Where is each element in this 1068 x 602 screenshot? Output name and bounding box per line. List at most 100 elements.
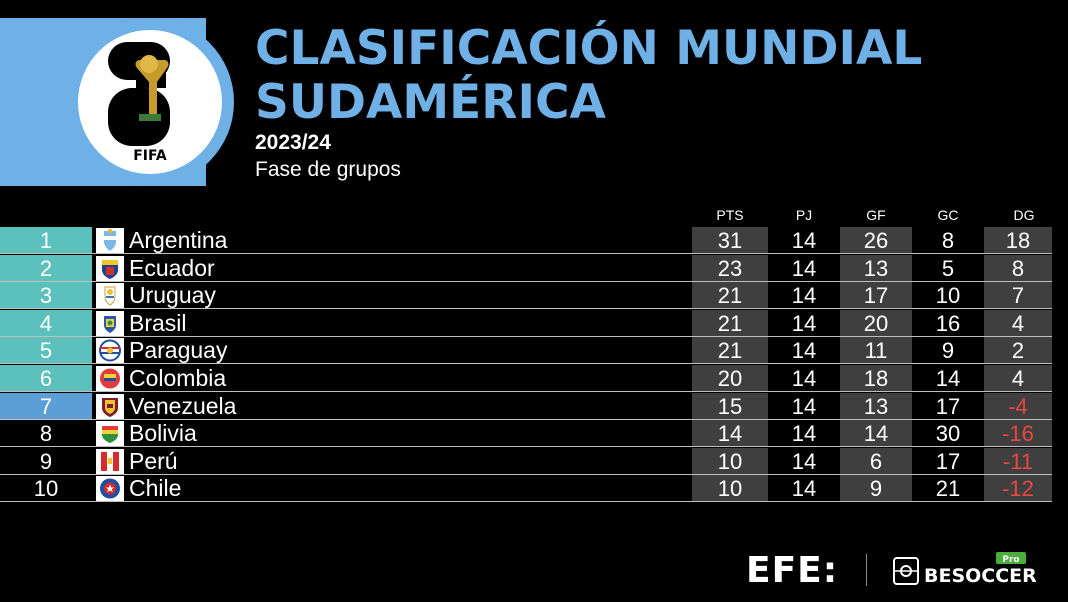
dg-cell: 2 [984,337,1052,365]
team-name: Bolivia [129,420,197,447]
pj-cell: 14 [791,255,817,281]
team-name: Venezuela [129,392,237,419]
team-name: Colombia [129,365,227,391]
pj-cell: 14 [791,338,817,364]
team-name: Chile [129,475,182,502]
column-header-gf: GF [866,207,886,223]
team-name: Paraguay [129,337,228,364]
table-row: 10 Chile 10 14 9 21 -12 [0,475,1052,503]
gc-cell: 21 [935,476,961,502]
gf-cell: 20 [840,309,912,337]
gf-cell: 11 [840,337,912,365]
team-crest-icon [96,255,124,281]
row-divider [0,308,1052,310]
position-cell: 8 [39,421,53,447]
column-header-gc: GC [937,207,959,223]
pts-cell: 23 [692,254,768,282]
gf-cell: 13 [840,392,912,420]
gf-cell: 6 [840,447,912,475]
gc-cell: 10 [935,283,961,309]
dg-cell: 7 [984,282,1052,310]
dg-cell: 4 [984,365,1052,392]
gc-cell: 17 [935,393,961,419]
svg-text:FIFA: FIFA [133,148,167,164]
pj-cell: 14 [791,228,817,253]
team-name: Argentina [129,227,228,253]
team-crest-icon [96,421,124,447]
season-label: 2023/24 [255,131,331,154]
dg-cell: -12 [984,475,1052,503]
title-line-1: CLASIFICACIÓN MUNDIAL [255,21,923,76]
table-row: 8 Bolivia 14 14 14 30 -16 [0,420,1052,448]
team-crest-icon [96,228,124,253]
row-divider [0,446,1052,448]
gc-cell: 16 [935,310,961,336]
pj-cell: 14 [791,310,817,336]
position-cell: 3 [0,282,92,310]
dg-cell: 8 [984,254,1052,282]
table-row: 3 Uruguay 21 14 17 10 7 [0,282,1052,310]
world-cup-2026-emblem-icon: FIFA [108,42,170,164]
pj-cell: 14 [791,476,817,502]
svg-text:BESOCCER: BESOCCER [924,565,1037,587]
phase-label: Fase de grupos [255,158,401,181]
pts-cell: 20 [692,365,768,392]
dg-cell: -16 [984,420,1052,448]
position-cell: 9 [39,448,53,474]
gc-cell: 8 [941,228,955,253]
pts-cell: 31 [692,227,768,254]
dg-cell: 4 [984,309,1052,337]
position-cell: 2 [0,254,92,282]
team-name: Ecuador [129,254,215,281]
row-divider [0,335,1052,337]
table-row: 9 Perú 10 14 6 17 -11 [0,447,1052,475]
row-divider [0,391,1052,392]
team-crest-icon [96,476,124,502]
pts-cell: 10 [692,447,768,475]
row-divider [0,501,1052,503]
team-crest-icon [96,393,124,419]
gf-cell: 17 [840,282,912,310]
gc-cell: 17 [935,448,961,474]
table-row: 7 Venezuela 15 14 13 17 -4 [0,392,1052,420]
efe-logo: EFE: [746,550,839,591]
team-name: Uruguay [129,282,216,309]
gf-cell: 26 [840,227,912,254]
position-cell: 6 [0,365,92,392]
gf-cell: 14 [840,420,912,448]
position-cell: 4 [0,309,92,337]
table-row: 2 Ecuador 23 14 13 5 8 [0,254,1052,282]
team-name: Brasil [129,309,187,336]
pj-cell: 14 [791,393,817,419]
pj-cell: 14 [791,366,817,391]
pts-cell: 15 [692,392,768,420]
team-crest-icon [96,338,124,364]
row-divider [0,473,1052,475]
position-cell: 1 [0,227,92,254]
table-row: 6 Colombia 20 14 18 14 4 [0,365,1052,392]
gf-cell: 18 [840,365,912,392]
row-divider [0,253,1052,254]
position-cell: 10 [33,476,59,502]
pj-cell: 14 [791,421,817,447]
table-row: 1 Argentina 31 14 26 8 18 [0,227,1052,254]
pj-cell: 14 [791,448,817,474]
position-cell: 7 [0,392,92,420]
gf-cell: 9 [840,475,912,503]
team-crest-icon [96,310,124,336]
gc-cell: 5 [941,255,955,281]
dg-cell: -4 [984,392,1052,420]
team-crest-icon [96,366,124,391]
title-line-2: SUDAMÉRICA [255,75,606,130]
row-divider [0,280,1052,282]
pts-cell: 10 [692,475,768,503]
column-header-pts: PTS [716,207,744,223]
team-name: Perú [129,447,178,474]
column-header-dg: DG [1013,207,1035,223]
gc-cell: 30 [935,421,961,447]
table-row: 4 Brasil 21 14 20 16 4 [0,309,1052,337]
team-crest-icon [96,283,124,309]
pts-cell: 14 [692,420,768,448]
row-divider [0,363,1052,365]
page-title: CLASIFICACIÓN MUNDIAL SUDAMÉRICA [255,22,922,130]
